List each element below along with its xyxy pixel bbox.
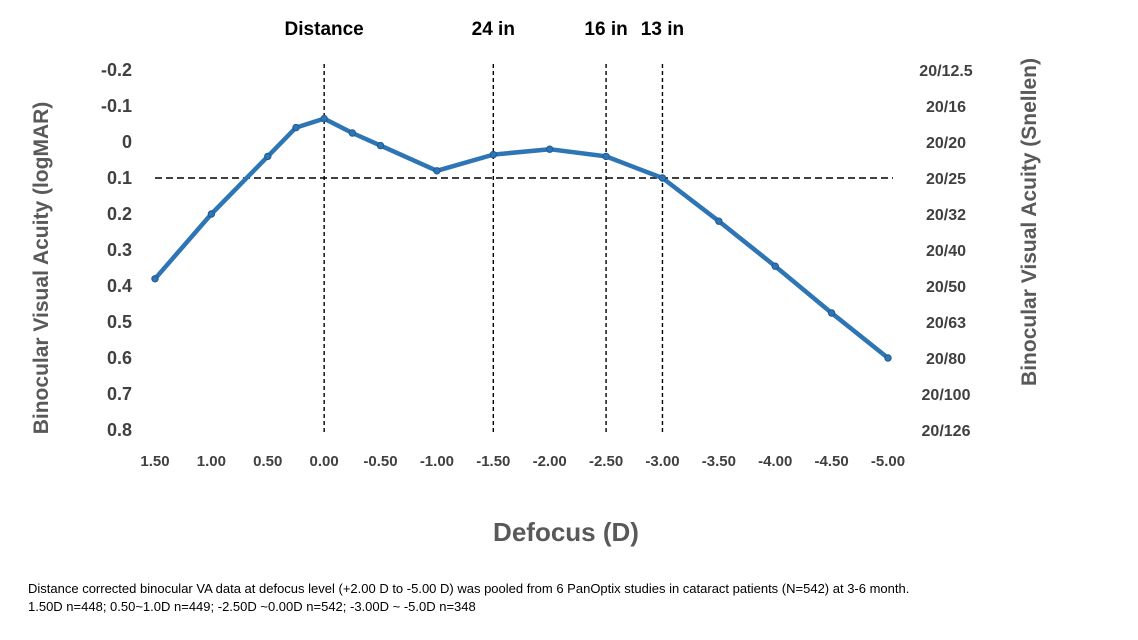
- marker-labels: Distance 24 in 16 in 13 in: [285, 19, 685, 40]
- y2-tick-labels: 20/12.5 20/16 20/20 20/25 20/32 20/40 20/50 20/…: [919, 63, 972, 440]
- data-point: [545, 145, 554, 153]
- data-point: [884, 354, 892, 362]
- x-tick-label: 0.50: [253, 453, 282, 470]
- x-tick-label: -2.00: [533, 453, 567, 470]
- data-point: [151, 275, 159, 283]
- y2-tick-label: 20/12.5: [919, 63, 972, 80]
- y2-tick-label: 20/50: [926, 279, 966, 296]
- x-tick-label: -1.50: [476, 453, 510, 470]
- y-tick-labels: -0.2 -0.1 0 0.1 0.2 0.3 0.4 0.5 0.6 0.7 0.8: [101, 60, 132, 440]
- vertical-markers: [323, 64, 664, 432]
- x-tick-label: 0.00: [310, 453, 339, 470]
- data-point: [207, 210, 216, 218]
- data-point: [320, 114, 328, 123]
- data-point: [715, 217, 723, 225]
- data-point: [602, 152, 610, 161]
- x-tick-labels: 1.50 1.00 0.50 0.00 -0.50 -1.00 -1.50 -2.00 -2.5…: [140, 453, 905, 470]
- x-tick-label: -1.00: [420, 453, 454, 470]
- y2-tick-label: 20/20: [926, 135, 966, 152]
- series-line: [152, 116, 891, 361]
- y-tick-label: 0.7: [107, 384, 132, 404]
- y-axis-title: Binocular Visual Acuity (logMAR): [30, 102, 53, 435]
- y2-tick-label: 20/32: [926, 207, 966, 224]
- x-tick-label: -4.00: [758, 453, 792, 470]
- data-point: [658, 174, 667, 182]
- y2-tick-label: 20/25: [926, 171, 966, 188]
- data-point: [489, 150, 498, 159]
- footnote-line-2: 1.50D n=448; 0.50~1.0D n=449; -2.50D ~0.…: [28, 599, 476, 614]
- x-tick-label: -4.50: [815, 453, 849, 470]
- x-tick-label: -5.00: [871, 453, 905, 470]
- x-tick-label: -3.50: [702, 453, 736, 470]
- x-tick-label: -2.50: [589, 453, 623, 470]
- y2-tick-label: 20/63: [926, 315, 966, 332]
- x-tick-label: -3.00: [645, 453, 679, 470]
- y2-tick-label: 20/80: [926, 351, 966, 368]
- data-point: [771, 262, 779, 270]
- footnote: Distance corrected binocular VA data at …: [28, 580, 1118, 616]
- marker-label: Distance: [285, 19, 364, 40]
- y-tick-label: 0.6: [107, 348, 132, 368]
- data-point: [827, 309, 836, 317]
- marker-label: 24 in: [472, 19, 515, 40]
- y-tick-label: 0.8: [107, 420, 132, 440]
- y-tick-label: 0: [122, 132, 132, 152]
- marker-label: 13 in: [641, 19, 684, 40]
- y-tick-label: 0.5: [107, 312, 132, 332]
- data-point: [348, 129, 357, 137]
- data-point: [292, 123, 300, 132]
- y-tick-label: -0.1: [101, 96, 132, 116]
- series-layer: [151, 114, 892, 362]
- defocus-curve-chart: Distance 24 in 16 in 13 in -0.2 -0.1 0 0.1 0.2 0…: [30, 19, 1041, 547]
- y-tick-label: 0.3: [107, 240, 132, 260]
- y-tick-label: 0.1: [107, 168, 132, 188]
- data-point: [264, 152, 272, 161]
- y-tick-label: 0.2: [107, 204, 132, 224]
- data-point: [376, 141, 385, 150]
- y-tick-label: -0.2: [101, 60, 132, 80]
- x-axis-title: Defocus (D): [493, 517, 639, 547]
- x-tick-label: 1.50: [140, 453, 169, 470]
- y2-tick-label: 20/100: [922, 387, 971, 404]
- x-tick-label: -0.50: [363, 453, 397, 470]
- y2-tick-label: 20/40: [926, 243, 966, 260]
- marker-label: 16 in: [584, 19, 627, 40]
- footnote-line-1: Distance corrected binocular VA data at …: [28, 581, 910, 596]
- y2-axis-title: Binocular Visual Acuity (Snellen): [1018, 58, 1041, 386]
- y2-tick-label: 20/126: [922, 423, 971, 440]
- y2-tick-label: 20/16: [926, 99, 966, 116]
- data-point: [433, 167, 441, 175]
- y-tick-label: 0.4: [107, 276, 132, 296]
- x-tick-label: 1.00: [197, 453, 226, 470]
